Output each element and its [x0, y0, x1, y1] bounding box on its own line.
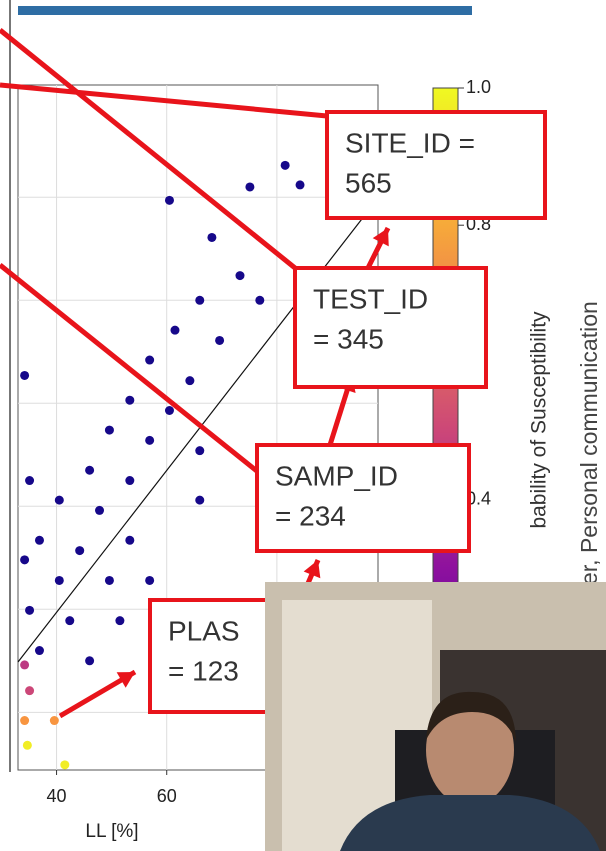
header-bar [18, 6, 472, 15]
data-point [296, 180, 305, 189]
data-point [85, 466, 94, 475]
data-point [255, 296, 264, 305]
data-point [60, 760, 69, 769]
x-tick-label: 40 [47, 786, 67, 806]
data-point [20, 716, 29, 725]
data-point [165, 196, 174, 205]
data-point [55, 576, 64, 585]
data-point [105, 426, 114, 435]
x-axis-label: LL [%] [85, 821, 138, 842]
data-point [25, 606, 34, 615]
data-point [165, 406, 174, 415]
data-point [115, 616, 124, 625]
data-point [207, 233, 216, 242]
data-point [125, 476, 134, 485]
annotation-text: = 234 [275, 500, 346, 531]
annotation-text: = 123 [168, 655, 239, 686]
data-point [195, 296, 204, 305]
data-point [125, 536, 134, 545]
data-point [185, 376, 194, 385]
data-point [25, 476, 34, 485]
data-point [20, 555, 29, 564]
data-point [215, 336, 224, 345]
data-point [145, 436, 154, 445]
webcam-overlay [265, 582, 606, 851]
data-point [95, 506, 104, 515]
screen: 406080LL [%]1.00.80.4bability of Suscept… [0, 0, 606, 851]
data-point [55, 496, 64, 505]
side-note: er, Personal communication [576, 301, 602, 585]
annotation-text: PLAS [168, 615, 240, 646]
data-point [50, 716, 59, 725]
annotation-text: TEST_ID [313, 283, 428, 314]
data-point [235, 271, 244, 280]
data-point [35, 536, 44, 545]
data-point [245, 182, 254, 191]
data-point [145, 356, 154, 365]
data-point [20, 371, 29, 380]
data-point [195, 496, 204, 505]
data-point [170, 326, 179, 335]
data-point [105, 576, 114, 585]
data-point [145, 576, 154, 585]
data-point [20, 660, 29, 669]
data-point [35, 646, 44, 655]
colorbar-tick-label: 1.0 [466, 77, 491, 97]
annotation-text: SITE_ID = [345, 127, 475, 158]
data-point [75, 546, 84, 555]
colorbar-label: bability of Susceptibility [528, 311, 551, 529]
annotation-text: = 345 [313, 323, 384, 354]
data-point [25, 686, 34, 695]
data-point [85, 656, 94, 665]
annotation-text: SAMP_ID [275, 460, 398, 491]
data-point [281, 161, 290, 170]
x-tick-label: 60 [157, 786, 177, 806]
data-point [65, 616, 74, 625]
annotation-text: 565 [345, 167, 392, 198]
data-point [23, 741, 32, 750]
data-point [195, 446, 204, 455]
data-point [125, 396, 134, 405]
